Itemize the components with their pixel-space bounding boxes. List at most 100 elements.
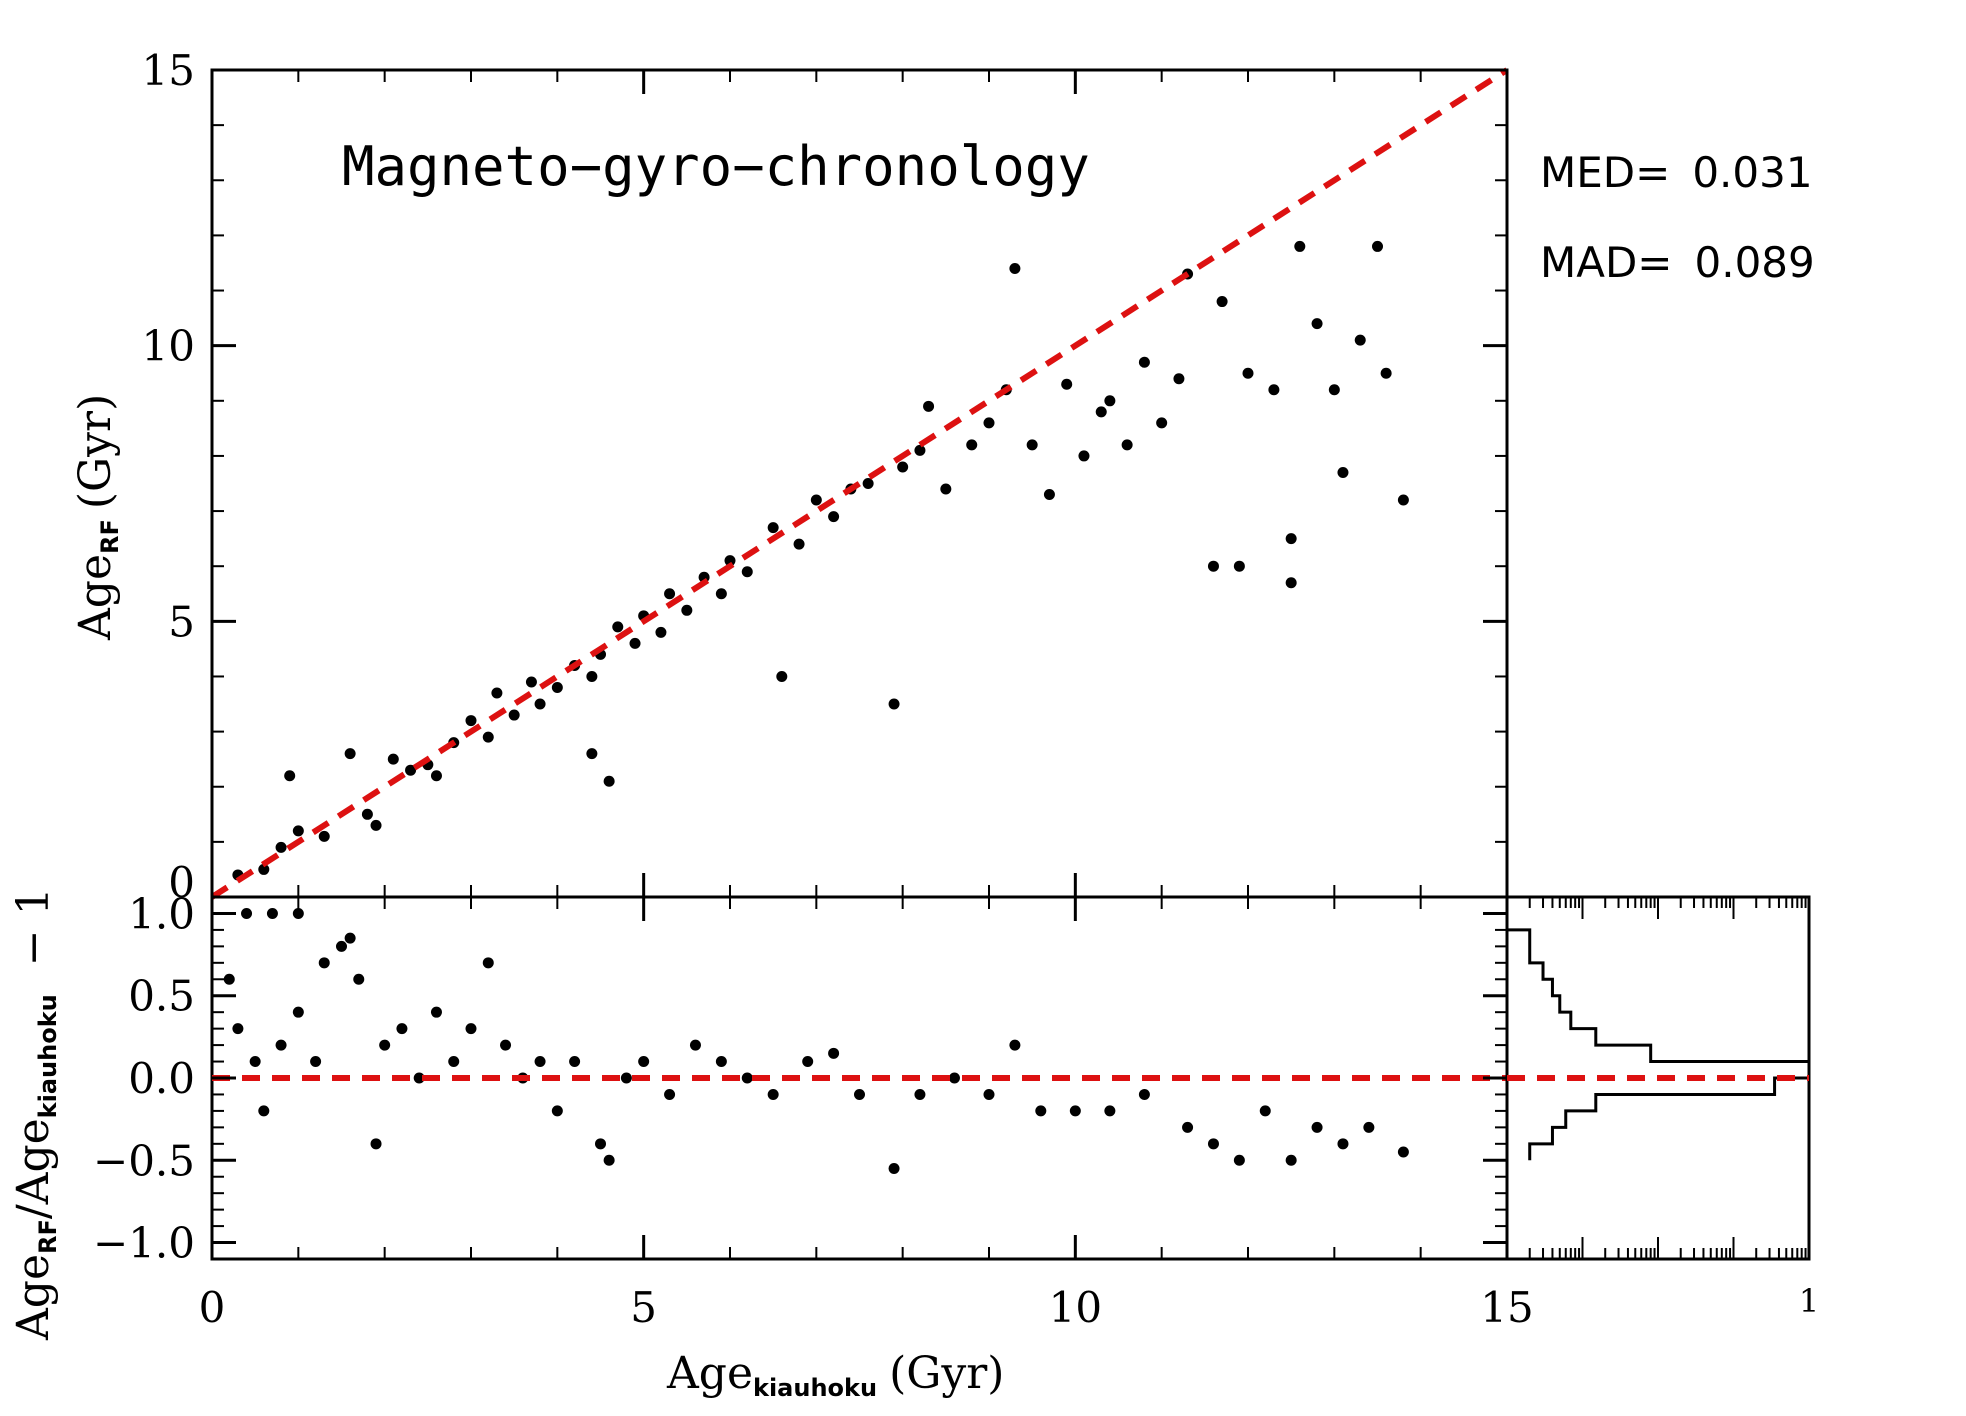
residual-point: [241, 907, 253, 919]
data-point: [318, 830, 330, 842]
residual-point: [689, 1039, 701, 1051]
data-point: [914, 444, 926, 456]
residual-y-tick-label: 0.5: [128, 972, 195, 1021]
y-tick-label: 15: [142, 46, 195, 95]
data-point: [655, 626, 667, 638]
data-point: [1043, 489, 1055, 501]
residual-point: [266, 907, 278, 919]
residual-point: [258, 1105, 270, 1117]
residual-point: [1009, 1039, 1021, 1051]
residual-point: [1182, 1121, 1194, 1133]
data-point: [1061, 378, 1073, 390]
data-point: [1285, 577, 1297, 589]
data-point: [1233, 560, 1245, 572]
residual-point: [344, 932, 356, 944]
residual-y-tick-label: 1.0: [128, 889, 195, 938]
data-point: [1354, 334, 1366, 346]
residual-point: [379, 1039, 391, 1051]
data-point: [1156, 417, 1168, 429]
data-point: [1138, 356, 1150, 368]
data-point: [1078, 450, 1090, 462]
data-point: [715, 588, 727, 600]
residual-point: [1285, 1154, 1297, 1166]
residual-point: [500, 1039, 512, 1051]
data-point: [370, 819, 382, 831]
residual-scatter-points: [223, 907, 1409, 1174]
main-scatter-points: [232, 240, 1409, 881]
data-point: [612, 621, 624, 633]
main-one-to-one-line: [210, 67, 1509, 900]
histogram-log-ticks: [1506, 897, 1810, 1259]
data-point: [551, 681, 563, 693]
x-tick-label: 15: [1480, 1283, 1533, 1332]
residual-point: [223, 973, 235, 985]
residual-point: [595, 1138, 606, 1150]
data-point: [1242, 367, 1254, 379]
data-point: [534, 698, 546, 710]
residual-point: [1397, 1146, 1409, 1158]
data-point: [1207, 560, 1219, 572]
residual-point: [1207, 1138, 1219, 1150]
residual-point: [448, 1056, 460, 1068]
residual-point: [310, 1056, 322, 1068]
data-point: [258, 863, 270, 875]
data-point: [1380, 367, 1392, 379]
main-x-ticks: [210, 70, 1509, 897]
residual-point: [353, 973, 365, 985]
residual-x-ticks: 0 5 10 15: [199, 897, 1534, 1332]
residual-point: [948, 1072, 960, 1084]
x-tick-label: 5: [630, 1283, 657, 1332]
residual-point: [249, 1056, 261, 1068]
data-point: [1294, 240, 1306, 252]
y-tick-label: 0: [168, 858, 195, 907]
residual-point: [620, 1072, 632, 1084]
residual-point: [828, 1047, 840, 1059]
data-point: [897, 461, 909, 473]
main-title: Magneto−gyro−chronology: [342, 135, 1090, 198]
residual-y-tick-label: 0.0: [128, 1054, 195, 1103]
residual-point: [715, 1056, 727, 1068]
data-point: [1121, 439, 1133, 451]
data-point: [1173, 373, 1185, 385]
residual-point: [232, 1023, 244, 1035]
mad-stat: MAD= 0.089: [1540, 238, 1815, 287]
data-point: [767, 522, 779, 534]
data-point: [465, 715, 477, 727]
residual-point: [370, 1138, 382, 1150]
residual-y-axis-title: AgeRF/Agekiauhoku − 1: [8, 887, 62, 1341]
data-point: [1026, 439, 1038, 451]
data-point: [1372, 240, 1383, 252]
data-point: [724, 555, 736, 567]
data-point: [664, 588, 676, 600]
residual-point: [983, 1088, 995, 1100]
main-y-axis-title: AgeRF(Gyr): [70, 394, 124, 641]
residual-point: [413, 1072, 425, 1084]
data-point: [776, 670, 788, 682]
data-point: [525, 676, 537, 688]
data-point: [940, 483, 952, 495]
x-axis-title: Agekiauhoku (Gyr): [666, 1348, 1004, 1402]
residual-point: [1311, 1121, 1323, 1133]
residual-point: [888, 1163, 900, 1174]
data-point: [292, 825, 304, 837]
data-point: [1397, 494, 1409, 506]
residual-point: [1104, 1105, 1116, 1117]
data-point: [586, 748, 598, 760]
residual-point: [914, 1088, 926, 1100]
data-point: [405, 764, 417, 776]
med-stat: MED= 0.031: [1540, 148, 1813, 197]
stats-box: MED= 0.031 MAD= 0.089: [1540, 148, 1815, 287]
data-point: [508, 709, 520, 721]
residual-point: [802, 1056, 814, 1068]
residual-panel: −1.0 −0.5 0.0 0.5 1.0 0 5 10 15 AgeRF/Agekiauho…: [8, 887, 1534, 1402]
data-point: [482, 731, 494, 743]
data-point: [1104, 395, 1116, 407]
data-point: [430, 770, 442, 782]
residual-point: [396, 1023, 408, 1035]
main-panel: 0 5 10 15 Magneto−gyro−chronology AgeRF(Gyr…: [70, 46, 1509, 907]
residual-point: [336, 940, 347, 952]
data-point: [491, 687, 503, 699]
residual-point: [854, 1088, 865, 1100]
data-point: [1285, 533, 1297, 545]
